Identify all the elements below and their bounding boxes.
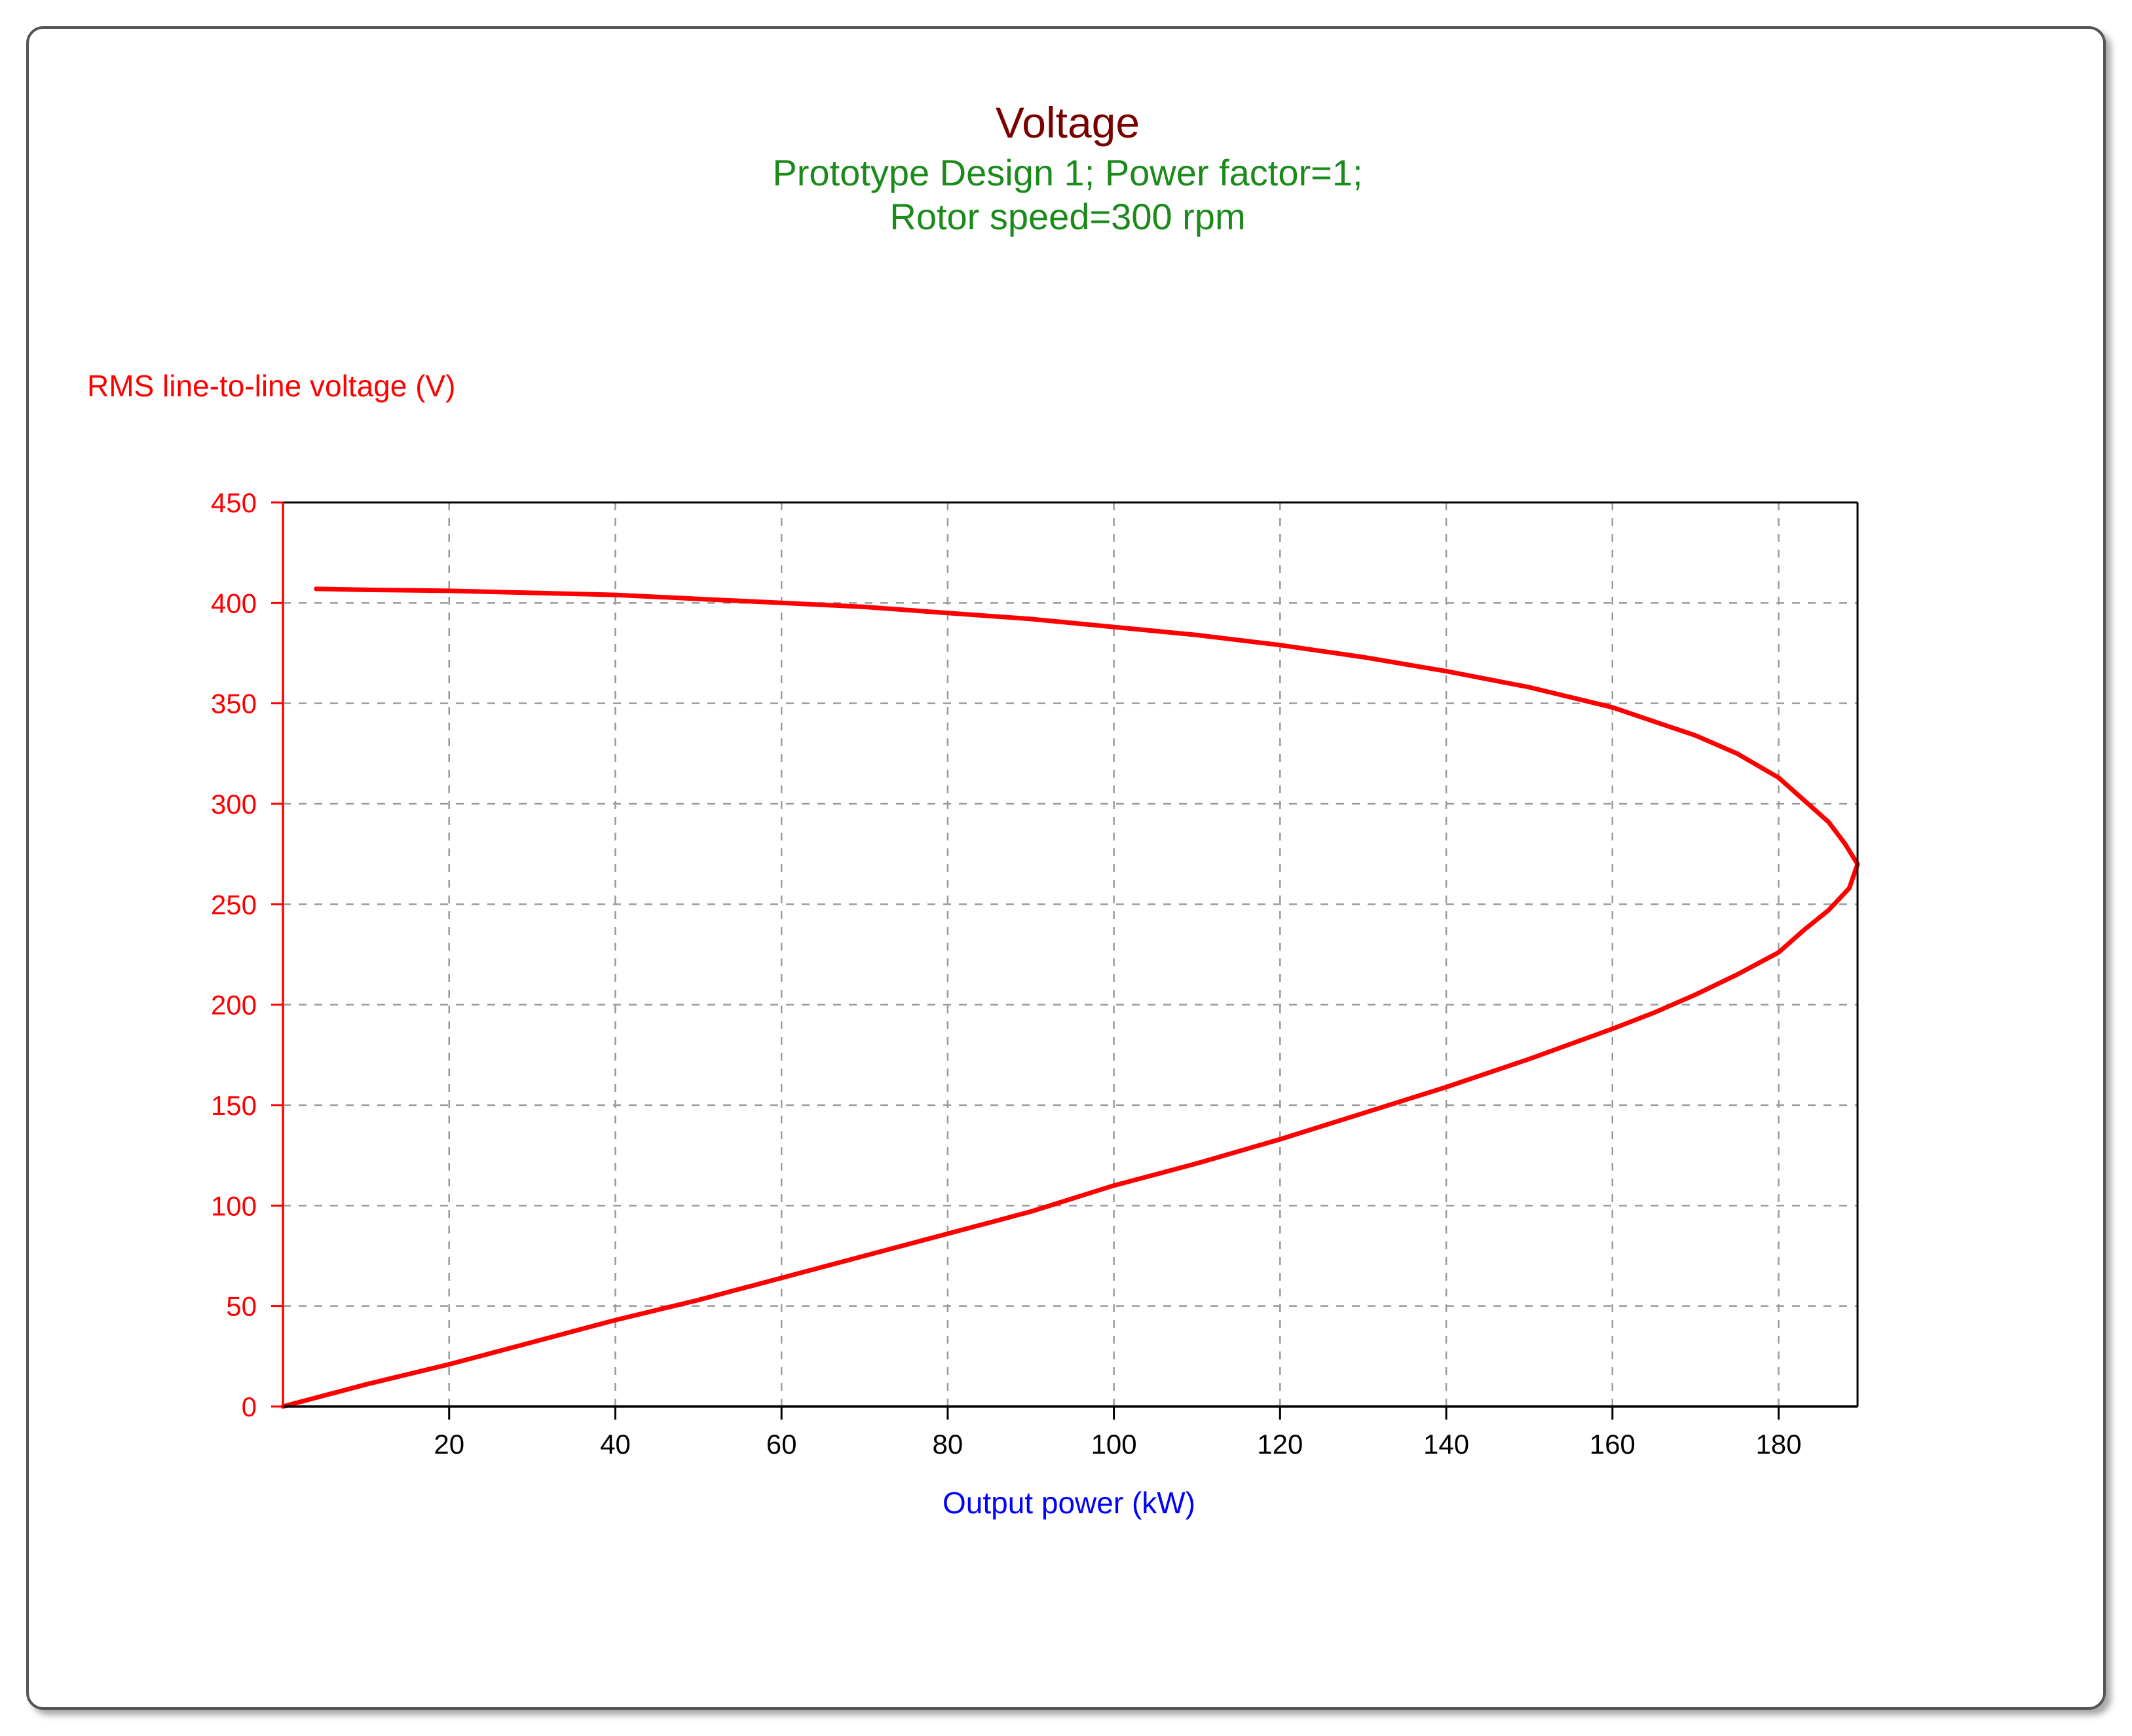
x-axis-ticks: 20 40 60 80 100 120 140 160 180	[434, 1406, 1802, 1460]
y-tick-label: 50	[226, 1291, 257, 1322]
series-group	[280, 586, 1860, 1409]
series-line-1	[280, 586, 1860, 1409]
y-axis-ticks: 0 50 100 150 200 250 300 350 400 450	[211, 487, 283, 1422]
x-tick-label: 60	[766, 1429, 797, 1460]
x-tick-label: 140	[1423, 1429, 1469, 1460]
y-tick-label: 450	[211, 487, 257, 518]
y-tick-label: 0	[242, 1391, 257, 1422]
x-tick-label: 80	[933, 1429, 963, 1460]
chart-title: Voltage	[996, 98, 1140, 147]
chart-window-frame	[26, 26, 2106, 1710]
x-tick-label: 40	[600, 1429, 631, 1460]
y-tick-label: 250	[211, 889, 257, 920]
grid-lines	[283, 502, 1858, 1406]
chart-subtitle-line-1: Prototype Design 1; Power factor=1;	[772, 152, 1362, 193]
y-tick-label: 200	[211, 990, 257, 1021]
plot-axes	[282, 501, 1859, 1408]
x-tick-label: 120	[1257, 1429, 1303, 1460]
y-tick-label: 400	[211, 588, 257, 618]
y-tick-label: 150	[211, 1090, 257, 1121]
x-tick-label: 100	[1091, 1429, 1137, 1460]
x-axis-label: Output power (kW)	[943, 1486, 1195, 1520]
y-tick-label: 100	[211, 1190, 257, 1221]
y-tick-label: 350	[211, 689, 257, 719]
x-tick-label: 180	[1755, 1429, 1801, 1460]
y-tick-label: 300	[211, 789, 257, 820]
y-axis-label: RMS line-to-line voltage (V)	[87, 369, 455, 403]
x-tick-label: 20	[434, 1429, 464, 1460]
chart-subtitle-line-2: Rotor speed=300 rpm	[889, 196, 1245, 237]
x-tick-label: 160	[1590, 1429, 1636, 1460]
